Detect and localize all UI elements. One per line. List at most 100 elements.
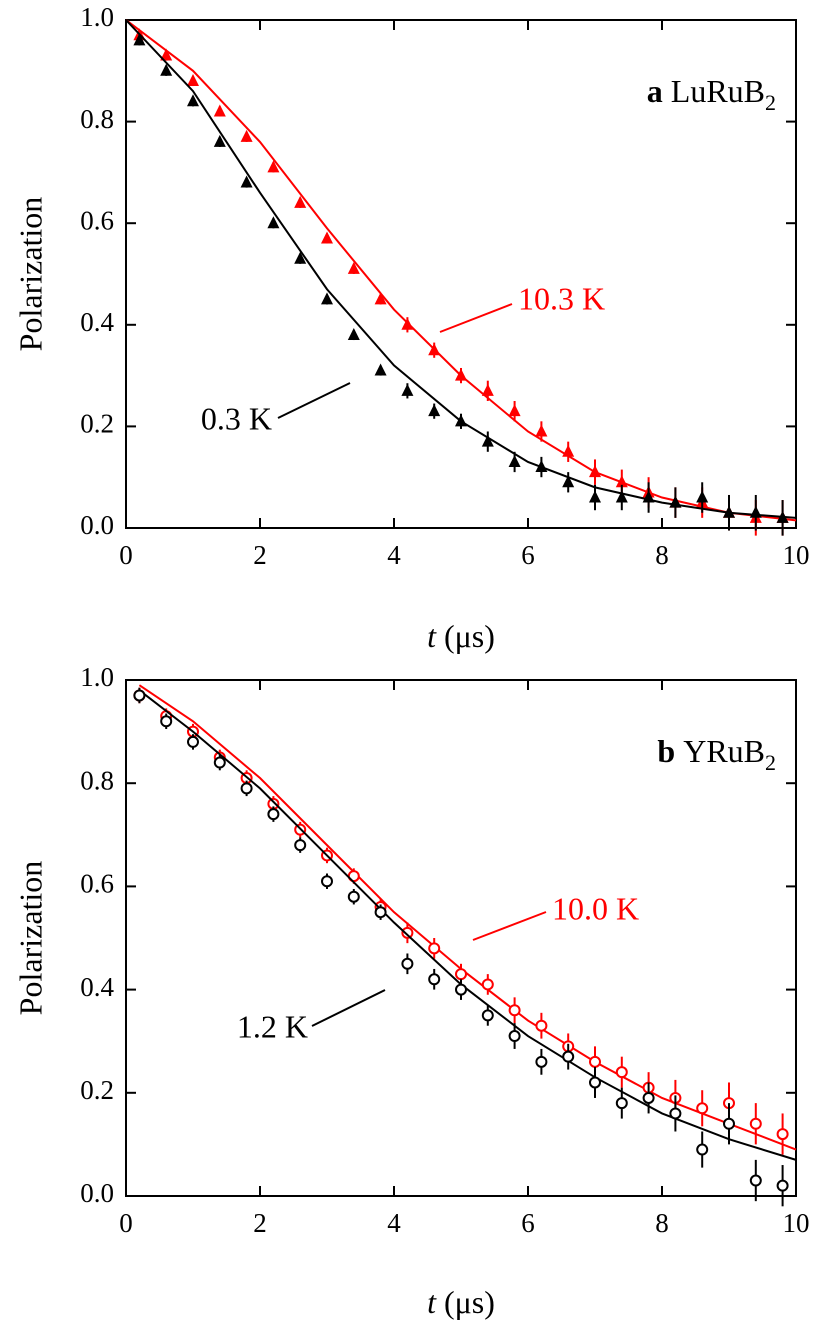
- data-point: [374, 363, 387, 376]
- y-tick-label: 0.2: [80, 1075, 114, 1105]
- data-point: [347, 890, 360, 903]
- y-tick-label: 0.4: [80, 307, 114, 337]
- x-axis-space: [436, 618, 444, 654]
- data-point: [669, 1107, 682, 1120]
- data-point: [615, 475, 628, 488]
- y-tick-label: 0.0: [80, 1178, 114, 1208]
- x-axis-label: t (μs): [427, 1284, 495, 1320]
- data-point: [481, 978, 494, 991]
- title-text: LuRuB: [671, 73, 765, 109]
- data-point: [723, 505, 735, 518]
- data-point: [133, 689, 146, 702]
- data-point: [776, 1128, 789, 1141]
- plot-frame: [125, 19, 797, 529]
- data-point: [213, 756, 226, 769]
- data-point: [374, 292, 387, 305]
- data-point: [749, 1117, 762, 1130]
- series-label: 10.0 K: [552, 890, 639, 926]
- panel-letter: a: [647, 73, 663, 109]
- data-point: [428, 942, 441, 955]
- title-space: [663, 73, 671, 109]
- data-point: [669, 495, 682, 508]
- panel-title: a LuRuB2: [647, 73, 776, 115]
- data-point: [213, 134, 226, 147]
- data-point: [160, 48, 173, 61]
- data-point: [508, 404, 521, 417]
- title-subscript: 2: [765, 90, 776, 115]
- data-point: [455, 968, 467, 981]
- data-point: [562, 1050, 575, 1063]
- annotation-leader: [472, 911, 547, 941]
- data-point: [481, 1009, 494, 1022]
- title-subscript: 2: [765, 750, 776, 775]
- data-point: [213, 104, 226, 117]
- annotation-leader: [439, 303, 513, 333]
- x-axis-unit: (μs): [444, 618, 495, 654]
- x-axis-symbol: t: [427, 618, 437, 654]
- x-tick-label: 0: [119, 540, 133, 570]
- data-point: [749, 505, 762, 518]
- data-point: [401, 957, 414, 970]
- data-point: [562, 475, 575, 488]
- data-point: [776, 1179, 789, 1192]
- x-tick-label: 4: [387, 540, 401, 570]
- data-point: [428, 973, 441, 986]
- y-tick-label: 0.8: [80, 765, 114, 795]
- x-tick-label: 6: [521, 540, 535, 570]
- x-axis-unit: (μs): [444, 1284, 495, 1320]
- data-point: [160, 63, 173, 76]
- data-point: [187, 735, 199, 748]
- data-point: [428, 343, 441, 356]
- plot-frame: [125, 679, 797, 1197]
- data-point: [240, 129, 253, 142]
- annotation-leader: [277, 382, 351, 419]
- data-point: [615, 1066, 628, 1079]
- x-tick-label: 2: [253, 1208, 267, 1238]
- data-point: [455, 368, 467, 381]
- data-point: [267, 216, 280, 229]
- data-point: [321, 875, 333, 888]
- y-tick-label: 0.6: [80, 869, 114, 899]
- data-point: [455, 414, 467, 427]
- data-point: [535, 424, 548, 437]
- data-point: [401, 383, 414, 396]
- x-tick-label: 0: [119, 1208, 133, 1238]
- x-tick-label: 8: [655, 1208, 669, 1238]
- data-point: [347, 327, 360, 340]
- data-point: [589, 1076, 601, 1089]
- y-axis-label: Polarization: [12, 861, 48, 1016]
- title-space: [675, 733, 683, 769]
- data-point: [321, 231, 333, 244]
- title-text: YRuB: [683, 733, 765, 769]
- data-point: [455, 983, 467, 996]
- data-point: [160, 715, 173, 728]
- y-tick-label: 0.0: [80, 510, 114, 540]
- y-tick-label: 0.6: [80, 205, 114, 235]
- x-axis-symbol: t: [427, 1284, 437, 1320]
- data-point: [267, 160, 280, 173]
- data-point: [508, 1030, 521, 1043]
- data-point: [642, 1091, 655, 1104]
- x-tick-label: 6: [521, 1208, 535, 1238]
- data-point: [347, 261, 360, 274]
- y-tick-label: 1.0: [80, 2, 114, 32]
- x-tick-label: 2: [253, 540, 267, 570]
- data-point: [294, 195, 307, 208]
- y-tick-label: 0.4: [80, 972, 114, 1002]
- data-point: [294, 839, 307, 852]
- data-point: [589, 1055, 601, 1068]
- data-point: [294, 251, 307, 264]
- series-label: 0.3 K: [201, 400, 272, 436]
- y-tick-label: 0.8: [80, 104, 114, 134]
- data-point: [321, 292, 333, 305]
- x-axis-space: [436, 1284, 444, 1320]
- y-tick-label: 1.0: [80, 662, 114, 692]
- data-point: [696, 1143, 709, 1156]
- data-point: [723, 1117, 735, 1130]
- data-point: [133, 33, 146, 46]
- series-label: 10.3 K: [518, 280, 605, 316]
- data-point: [481, 383, 494, 396]
- series-label: 1.2 K: [237, 1008, 308, 1044]
- x-tick-label: 10: [783, 1208, 810, 1238]
